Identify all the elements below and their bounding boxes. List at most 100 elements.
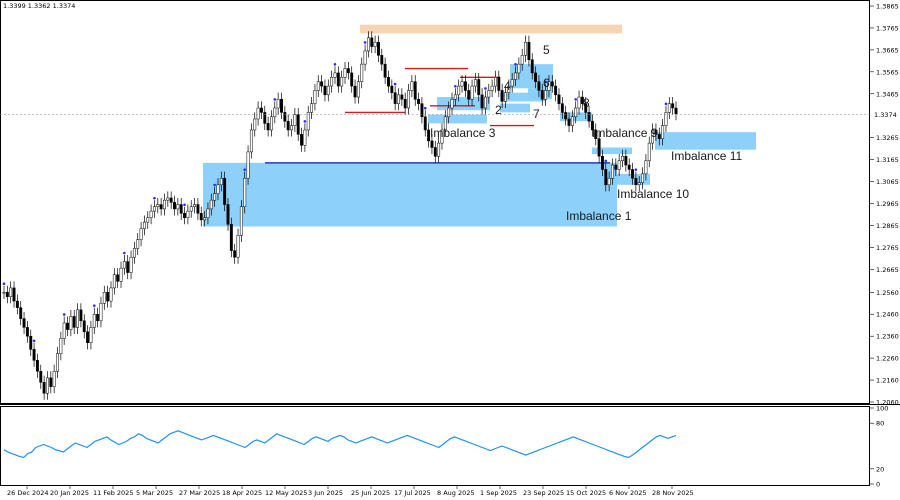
candle-body [370,37,374,47]
candle-body [360,63,364,82]
candle-body [534,72,538,82]
imbalance-zone [500,103,530,113]
candle-body [46,377,49,394]
fractal-marker [363,41,367,44]
candle-body [657,134,661,139]
candle-body [380,55,384,65]
y-tick-label: 1.2460 [876,311,899,319]
imbalance-zone [437,97,490,111]
y-tick-label: 1.2360 [876,333,899,341]
candle-body [89,327,93,344]
imbalance-zones [203,24,756,227]
candle-body [550,81,554,87]
zone-label: Imbalance 3 [430,126,496,140]
x-tick-label: 20 Jan 2025 [50,489,89,497]
candle-body [152,206,156,212]
candle-body [520,55,524,65]
candle-body [276,98,280,109]
candle-body [594,129,598,139]
candle-body [410,81,414,91]
candle-body [490,85,494,91]
candle-body [671,103,675,109]
x-tick-label: 23 Sep 2025 [523,489,564,497]
candle-body [286,120,290,131]
candle-body [433,147,437,157]
zone-label: Imbalance 1 [566,209,632,223]
candle-body [142,221,146,229]
fractal-marker [153,196,156,200]
candle-body [233,250,237,258]
oscillator [3,430,677,459]
candle-body [176,204,180,210]
candle-body [179,204,183,214]
candle-body [473,79,477,87]
fractal-marker [544,80,547,84]
fractal-marker [243,168,247,171]
x-tick-label: 11 Feb 2025 [93,489,133,497]
candle-body [567,118,571,126]
candle-body [306,112,310,131]
candle-body [447,107,451,118]
zone-label: 5 [543,43,550,57]
imbalance-zone [203,162,617,227]
candle-body [259,107,263,113]
fractal-marker [423,106,427,110]
candle-body [654,129,658,135]
y-tick-label: 1.2765 [876,244,899,252]
candle-body [293,114,297,126]
candle-body [440,129,444,144]
osc-tick-label: 80 [876,420,884,428]
candle-body [494,77,497,87]
y-tick-label: 1.3265 [876,134,899,142]
candle-body [112,274,116,289]
candle-body [99,303,103,322]
x-tick-label: 28 Nov 2025 [652,489,694,497]
candle-body [69,316,73,330]
candle-body [263,112,267,124]
imbalance-zone [360,24,622,34]
ohlc-readout: 1.3399 1.3362 1.3374 [3,2,75,10]
oscillator-pane-frame [0,406,870,486]
oscillator-line [3,430,677,459]
candle-body [283,112,287,122]
zone-label: 4 [504,79,511,93]
candle-body [397,94,400,104]
y-tick-label: 1.2965 [876,200,899,208]
candle-body [590,120,594,131]
candle-body [119,267,123,282]
fractal-marker [62,313,66,316]
candle-body [163,199,166,210]
candle-body [122,261,126,269]
candle-body [246,151,250,179]
candle-body [420,103,424,118]
candle-body [624,156,628,166]
candle-body [463,81,467,91]
candle-body [504,92,507,102]
candle-body [356,81,360,98]
candle-body [196,204,200,214]
candle-body [597,138,601,157]
candle-body [547,81,551,91]
candle-body [560,103,564,113]
candle-body [430,140,434,148]
candle-body [383,63,387,78]
candle-body [236,235,240,258]
candle-body [270,116,273,131]
candle-body [49,377,53,387]
candle-body [540,90,544,100]
x-tick-label: 26 Dec 2024 [7,489,49,497]
candle-body [126,261,130,273]
candle-body [156,204,160,207]
fractal-marker [574,98,578,101]
candle-body [216,184,220,194]
candle-body [457,85,461,96]
zone-label: Imbalance 9 [592,126,658,140]
current-price-label: 1.3374 [874,111,897,119]
candle-body [76,309,80,328]
current-price-box [870,109,900,120]
fractal-marker [484,87,487,90]
candle-body [587,112,591,122]
candle-body [437,142,441,157]
candle-body [423,116,427,131]
candle-body [239,206,243,236]
